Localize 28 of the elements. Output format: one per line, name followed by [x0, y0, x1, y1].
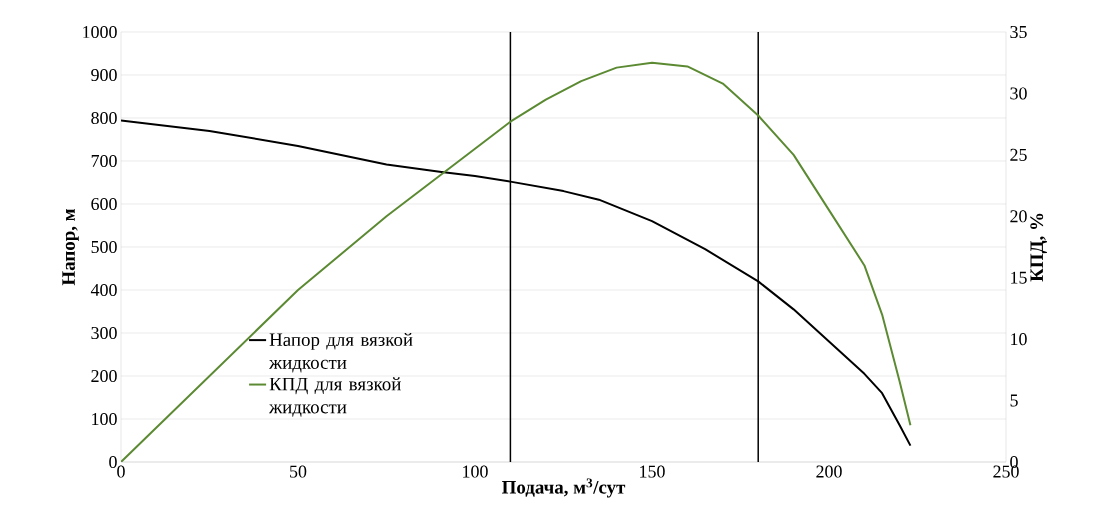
y-tick-label: 300	[91, 326, 117, 340]
y2-tick-label: 15	[1011, 271, 1027, 284]
y-tick-label: 700	[91, 154, 117, 168]
y2-tick-label: 30	[1010, 87, 1027, 100]
y-tick-label: 900	[91, 68, 117, 82]
y2-tick-label: 10	[1011, 333, 1027, 346]
y-tick-label: 100	[92, 412, 117, 426]
y-tick-label: 0	[109, 455, 117, 469]
x-tick-label: 200	[816, 465, 842, 478]
y-tick-label: 800	[91, 111, 117, 125]
y-tick-label: 600	[91, 197, 117, 211]
y-tick-label: 1000	[83, 25, 117, 39]
y-tick-label: 200	[91, 369, 117, 383]
x-tick-label: 50	[290, 465, 307, 478]
x-tick-label: 0	[117, 465, 125, 478]
y2-axis-title: КПД, %	[1030, 213, 1047, 282]
x-tick-label: 150	[640, 465, 665, 478]
y2-tick-label: 35	[1010, 25, 1027, 39]
legend-label: Напор для вязкой жидкости	[269, 332, 413, 373]
legend-label: КПД для вязкой жидкости	[269, 377, 401, 417]
y2-tick-label: 20	[1010, 210, 1027, 223]
y-axis-title: Напор, м	[62, 209, 79, 286]
x-tick-label: 100	[463, 465, 488, 478]
x-axis-title: Подача, м$^{3}$/сут	[502, 478, 626, 498]
y-tick-label: 500	[91, 240, 117, 254]
y2-tick-label: 25	[1010, 148, 1027, 161]
y2-tick-label: 5	[1010, 394, 1018, 407]
y-tick-label: 400	[90, 283, 117, 297]
